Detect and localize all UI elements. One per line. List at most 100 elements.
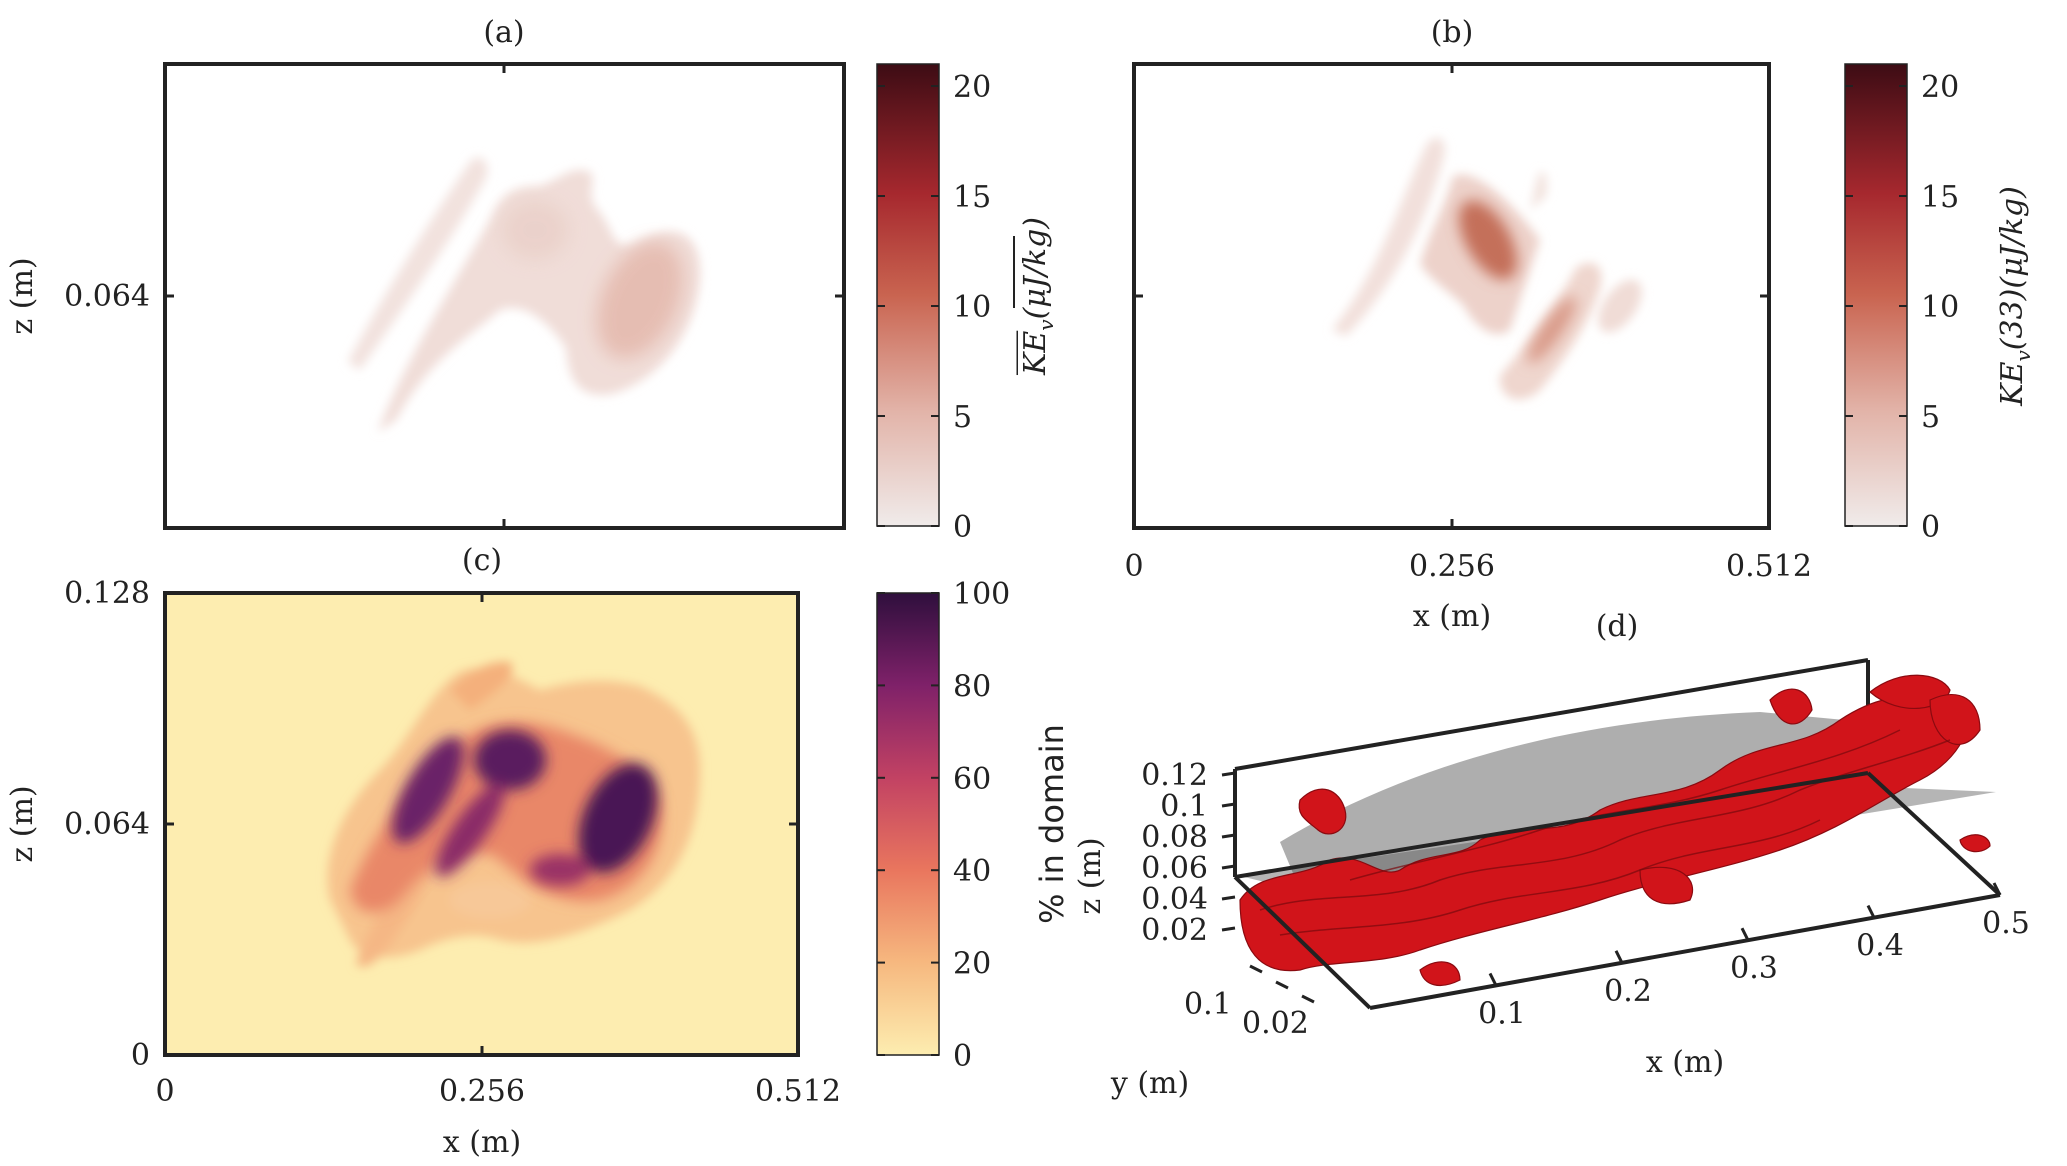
panel-c-colorbar-tick-label: 100	[953, 577, 1010, 612]
panel-d: (d)	[1073, 609, 2030, 1101]
panel-a-title: (a)	[483, 15, 524, 50]
panel-c-core-center	[474, 730, 546, 790]
panel-a-colorbar-tick-label: 15	[953, 180, 991, 215]
panel-a-field	[348, 157, 701, 432]
panel-d-x-tick	[1488, 972, 1498, 987]
panel-d-z-tick-label: 0.04	[1141, 882, 1208, 917]
panel-c-colorbar-tick-label: 60	[953, 762, 991, 797]
panel-b-core-lower	[1527, 296, 1577, 364]
panel-d-x-tick	[1992, 882, 2002, 896]
panel-c-colorbar-tick-label: 40	[953, 854, 991, 889]
panel-d-x-tick	[1614, 950, 1624, 964]
panel-c-colorbar-tick-label: 80	[953, 669, 991, 704]
panel-a-colorbar-label: KEv(μJ/kg)	[1018, 217, 1058, 376]
panel-c-colorbar	[876, 592, 940, 1056]
panel-d-x-tick-label: 0.4	[1856, 929, 1904, 964]
panel-c-xtick-label-0: 0	[155, 1074, 174, 1109]
panel-d-x-tick-label: 0.3	[1730, 951, 1778, 986]
panel-c-top-streak	[450, 661, 513, 710]
panel-d-z-tick-label: 0.12	[1141, 758, 1208, 793]
panel-a-colorbar-tick-label: 0	[953, 510, 972, 545]
panel-d-ytick-label-1: 0.02	[1242, 1006, 1309, 1041]
panel-d-x-ticks: 0.1 0.2 0.3 0.4 0.5	[1478, 882, 2030, 1031]
panel-d-x-tick-label: 0.1	[1478, 996, 1526, 1031]
panel-b-colorbar-label-ke: KE	[1995, 361, 2030, 406]
panel-d-z-tick	[1221, 926, 1236, 932]
panel-c-core-lower	[530, 854, 590, 886]
panel-d-z-tick-label: 0.08	[1141, 820, 1208, 855]
panel-d-z-tick	[1221, 864, 1236, 870]
panel-d-ytick-label-0: 0.1	[1184, 987, 1232, 1022]
panel-a: (a) 0.064 z (m) 0 5 10 15 20 KEv(μJ/kg)	[5, 15, 1058, 545]
panel-a-colorbar	[876, 63, 940, 527]
panel-d-xlabel: x (m)	[1646, 1045, 1724, 1080]
panel-d-x-tick-label: 0.5	[1982, 906, 2030, 941]
panel-b-blob-right-island	[1598, 279, 1642, 333]
panel-b-colorbar-label-sub: v	[2011, 350, 2035, 362]
panel-c-xlabel: x (m)	[443, 1125, 521, 1160]
panel-b-colorbar-tick-label: 20	[1921, 70, 1959, 105]
panel-d-z-tick	[1221, 895, 1236, 901]
panel-b: (b) 0 0.256 0.512 x (m) 0 5 10 15 20	[1124, 15, 2035, 634]
panel-a-ytick-label: 0.064	[64, 279, 150, 314]
panel-b-blob-left-streak	[1332, 137, 1445, 336]
panel-a-core-center	[501, 200, 569, 260]
panel-b-colorbar-label-unit: (33)(μJ/kg)	[1995, 186, 2030, 350]
panel-d-x-tick	[1866, 904, 1876, 919]
panel-d-y-ticks	[1249, 964, 1315, 1004]
panel-c-ytick-label-0: 0	[131, 1038, 150, 1073]
panel-a-colorbar-ticks: 0 5 10 15 20	[877, 70, 991, 545]
panel-c: (c) 0 0.064 0.12	[5, 543, 1071, 1160]
panel-c-core-left	[392, 736, 464, 844]
panel-a-ylabel: z (m)	[5, 257, 40, 334]
panel-c-colorbar-ticks: 0 20 40 60 80 100	[877, 577, 1010, 1074]
panel-c-core-right	[578, 763, 658, 873]
panel-b-colorbar-tick-label: 5	[1921, 400, 1940, 435]
panel-d-title: (d)	[1596, 609, 1639, 644]
panel-a-blob-main	[378, 170, 701, 432]
panel-a-colorbar-tick-label: 5	[953, 400, 972, 435]
panel-a-colorbar-label-ke: KE	[1018, 331, 1053, 376]
panel-a-colorbar-label-sub: v	[1034, 319, 1058, 331]
panel-d-z-tick-label: 0.1	[1160, 789, 1208, 824]
panel-b-xtick-label-1: 0.256	[1409, 549, 1495, 584]
panel-c-xtick-label-2: 0.512	[755, 1074, 841, 1109]
panel-b-colorbar-tick-label: 15	[1921, 180, 1959, 215]
panel-d-z-tick-label: 0.06	[1141, 851, 1208, 886]
panel-b-core	[1458, 200, 1518, 280]
panel-b-colorbar-tick-label: 10	[1921, 290, 1959, 325]
panel-b-colorbar-ticks: 0 5 10 15 20	[1845, 70, 1959, 545]
panel-c-tail	[450, 882, 530, 918]
panel-d-z-tick	[1221, 771, 1236, 777]
panel-d-z-ticks: 0.020.040.060.080.10.12	[1141, 758, 1236, 948]
panel-b-blob-upper-tail	[1530, 171, 1547, 210]
panel-d-box-front	[1233, 771, 2002, 1010]
panel-c-title: (c)	[462, 543, 502, 578]
panel-d-z-tick	[1221, 802, 1236, 808]
panel-b-field	[1332, 137, 1642, 400]
panel-c-core-band	[435, 783, 505, 877]
panel-b-xtick-label-2: 0.512	[1726, 549, 1812, 584]
panel-d-isosurface	[1239, 674, 1991, 987]
panel-b-colorbar-tick-label: 0	[1921, 510, 1940, 545]
panel-a-colorbar-tick-label: 20	[953, 70, 991, 105]
panel-c-ytick-label-2: 0.128	[64, 576, 150, 611]
panel-d-ylabel: y (m)	[1110, 1066, 1189, 1101]
panel-c-colorbar-tick-label: 20	[953, 947, 991, 982]
panel-d-zlabel: z (m)	[1073, 837, 1108, 914]
panel-b-xtick-label-0: 0	[1124, 549, 1143, 584]
panel-c-field	[327, 661, 700, 967]
panel-d-x-tick-label: 0.2	[1604, 974, 1652, 1009]
panel-c-colorbar-tick-label: 0	[953, 1039, 972, 1074]
panel-c-ytick-label-1: 0.064	[64, 807, 150, 842]
panel-d-z-tick	[1221, 833, 1236, 839]
panel-b-title: (b)	[1431, 15, 1474, 50]
panel-a-colorbar-tick-label: 10	[953, 290, 991, 325]
panel-c-colorbar-label: % in domain	[1033, 724, 1071, 924]
panel-c-ylabel: z (m)	[5, 785, 40, 862]
panel-b-xlabel: x (m)	[1413, 599, 1491, 634]
panel-b-background	[1134, 64, 1769, 528]
panel-d-z-tick-label: 0.02	[1141, 913, 1208, 948]
panel-a-core-right	[596, 241, 684, 359]
